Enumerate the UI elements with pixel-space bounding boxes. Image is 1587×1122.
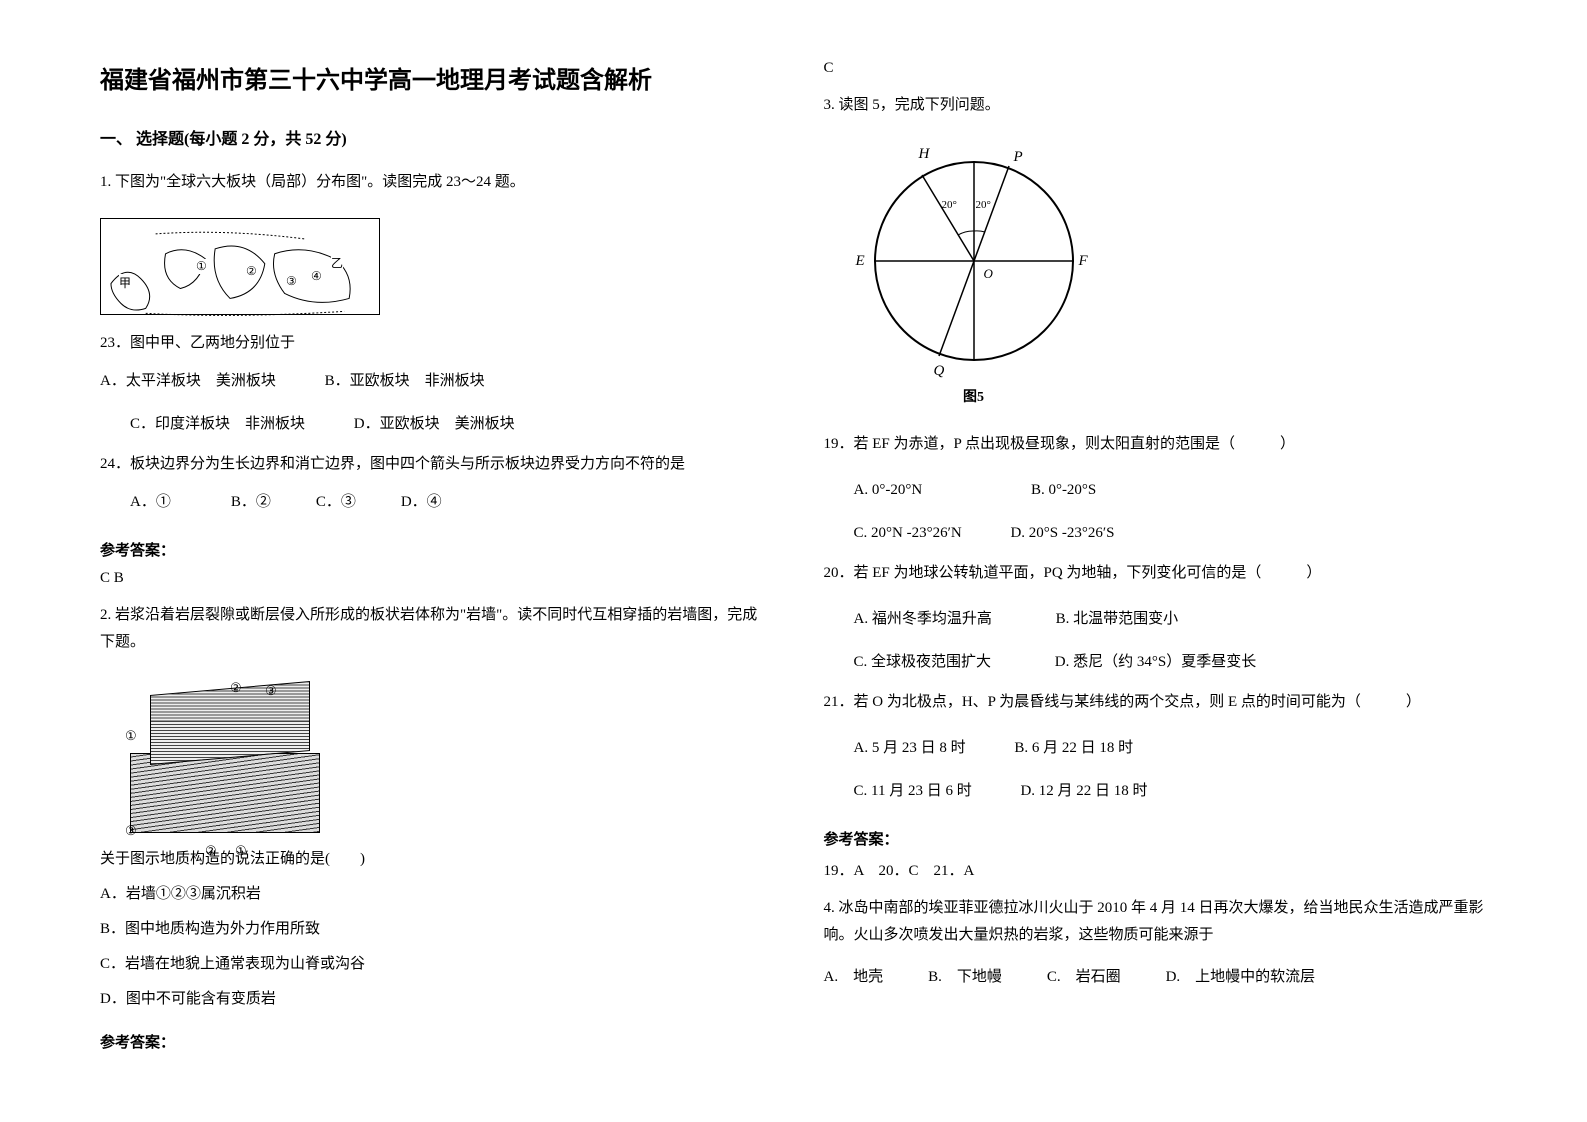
q3-intro: 3. 读图 5，完成下列问题。: [824, 92, 1488, 119]
opt23b: B．亚欧板块 非洲板块: [325, 373, 485, 389]
q2-optc: C．岩墙在地貌上通常表现为山脊或沟谷: [100, 951, 764, 978]
label-ang2: 20°: [976, 199, 991, 211]
figure-globe: H P E F O Q 20° 20° 图5: [844, 141, 1104, 401]
opt21d: D. 12 月 22 日 18 时: [1020, 783, 1147, 799]
page-title: 福建省福州市第三十六中学高一地理月考试题含解析: [100, 60, 764, 95]
label-O: O: [984, 266, 993, 282]
figure-plate-map: 甲 乙 ① ② ③ ④: [100, 218, 380, 315]
opt19b: B. 0°-20°S: [1031, 482, 1096, 498]
f2-n2a: ②: [230, 680, 242, 696]
f2-n3b: ③: [125, 823, 137, 839]
q3-opt21-r2: C. 11 月 23 日 6 时 D. 12 月 22 日 18 时: [824, 775, 1488, 808]
label-n3: ③: [286, 274, 297, 289]
q3-opt20-r2: C. 全球极夜范围扩大 D. 悉尼（约 34°S）夏季昼变长: [824, 646, 1488, 679]
f2-n3a: ③: [265, 683, 277, 699]
label-jia: 甲: [119, 274, 131, 291]
q2-optb: B．图中地质构造为外力作用所致: [100, 916, 764, 943]
label-H: H: [919, 146, 930, 163]
left-column: 福建省福州市第三十六中学高一地理月考试题含解析 一、 选择题(每小题 2 分，共…: [100, 60, 764, 1062]
opt19c: C. 20°N -23°26′N: [854, 525, 962, 541]
section-header: 一、 选择题(每小题 2 分，共 52 分): [100, 125, 764, 149]
opt21c: C. 11 月 23 日 6 时: [854, 783, 972, 799]
q3-opt19-r2: C. 20°N -23°26′N D. 20°S -23°26′S: [824, 517, 1488, 550]
q4-opts: A. 地壳 B. 下地幔 C. 岩石圈 D. 上地幔中的软流层: [824, 961, 1488, 994]
q4-intro: 4. 冰岛中南部的埃亚菲亚德拉冰川火山于 2010 年 4 月 14 日再次大爆…: [824, 895, 1488, 949]
figure-rock-strata: ② ③ ① ③ ② ①: [120, 678, 340, 836]
opt19a: A. 0°-20°N: [854, 482, 923, 498]
opt20a: A. 福州冬季均温升高: [854, 611, 992, 627]
label-n1: ①: [196, 259, 207, 274]
q2-answer-label: 参考答案：: [100, 1031, 764, 1052]
opt20b: B. 北温带范围变小: [1056, 611, 1179, 627]
f2-n1a: ①: [125, 728, 137, 744]
label-yi: 乙: [331, 254, 343, 271]
q1-intro: 1. 下图为"全球六大板块（局部）分布图"。读图完成 23～24 题。: [100, 169, 764, 196]
opt23c: C．印度洋板块 非洲板块: [130, 416, 305, 432]
q1-opt23-row2: C．印度洋板块 非洲板块 D．亚欧板块 美洲板块: [100, 408, 764, 441]
label-n4: ④: [311, 269, 322, 284]
opt20d: D. 悉尼（约 34°S）夏季昼变长: [1055, 654, 1256, 670]
q3-sub19: 19．若 EF 为赤道，P 点出现极昼现象，则太阳直射的范围是（ ）: [824, 431, 1488, 458]
q1-sub23: 23．图中甲、乙两地分别位于: [100, 330, 764, 357]
opt23d: D．亚欧板块 美洲板块: [354, 416, 515, 432]
q2-answer: C: [824, 60, 1488, 77]
opt21a: A. 5 月 23 日 8 时: [854, 740, 966, 756]
f2-n2b: ②: [205, 843, 217, 859]
opt21b: B. 6 月 22 日 18 时: [1014, 740, 1133, 756]
q3-sub21: 21．若 O 为北极点，H、P 为晨昏线与某纬线的两个交点，则 E 点的时间可能…: [824, 689, 1488, 716]
globe-lines-svg: [874, 161, 1074, 361]
opt23a: A．太平洋板块 美洲板块: [100, 373, 276, 389]
strata-bottom: [130, 753, 320, 833]
q3-answer-label: 参考答案：: [824, 828, 1488, 849]
label-Q: Q: [934, 363, 945, 380]
q1-sub24: 24．板块边界分为生长边界和消亡边界，图中四个箭头与所示板块边界受力方向不符的是: [100, 451, 764, 478]
label-F: F: [1079, 253, 1088, 270]
q2-intro: 2. 岩浆沿着岩层裂隙或断层侵入所形成的板状岩体称为"岩墙"。读不同时代互相穿插…: [100, 602, 764, 656]
q3-opt19-r1: A. 0°-20°N B. 0°-20°S: [824, 474, 1488, 507]
plate-map-svg: [106, 224, 374, 323]
q3-opt21-r1: A. 5 月 23 日 8 时 B. 6 月 22 日 18 时: [824, 732, 1488, 765]
right-column: C 3. 读图 5，完成下列问题。 H P E F O Q 20° 20° 图5: [824, 60, 1488, 1062]
f2-n1b: ①: [235, 843, 247, 859]
label-ang1: 20°: [942, 199, 957, 211]
q1-answer-label: 参考答案：: [100, 539, 764, 560]
opt19d: D. 20°S -23°26′S: [1010, 525, 1114, 541]
q1-answer: C B: [100, 570, 764, 587]
q3-opt20-r1: A. 福州冬季均温升高 B. 北温带范围变小: [824, 603, 1488, 636]
q2-optd: D．图中不可能含有变质岩: [100, 986, 764, 1013]
opt20c: C. 全球极夜范围扩大: [854, 654, 992, 670]
label-E: E: [856, 253, 865, 270]
q1-opt23-row1: A．太平洋板块 美洲板块 B．亚欧板块 非洲板块: [100, 365, 764, 398]
q2-opta: A．岩墙①②③属沉积岩: [100, 881, 764, 908]
q1-opt24: A．① B．② C．③ D．④: [100, 486, 764, 519]
label-P: P: [1014, 149, 1023, 166]
q3-sub20: 20．若 EF 为地球公转轨道平面，PQ 为地轴，下列变化可信的是（ ）: [824, 560, 1488, 587]
q3-answer: 19．A 20．C 21．A: [824, 859, 1488, 880]
q2-stem: 关于图示地质构造的说法正确的是( ): [100, 846, 764, 873]
label-n2: ②: [246, 264, 257, 279]
globe-caption: 图5: [844, 386, 1104, 406]
